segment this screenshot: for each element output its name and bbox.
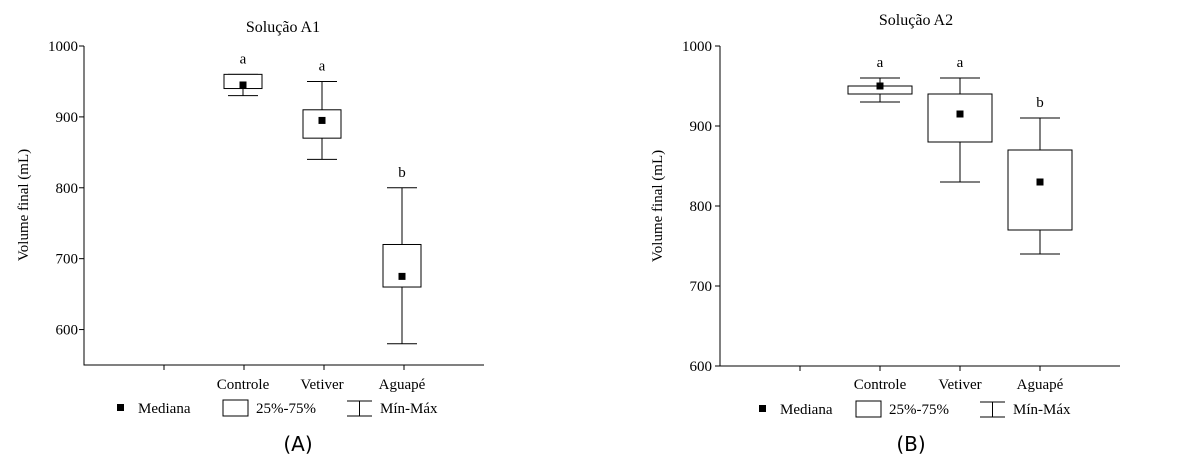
y-tick-label: 700 — [690, 279, 713, 295]
panel-label-a: (A) — [283, 432, 312, 456]
y-tick-label: 800 — [690, 199, 713, 215]
whisker-aguapé — [387, 187, 417, 345]
median-marker-controle — [239, 81, 247, 89]
legend-iqr-swatch-b — [855, 400, 882, 418]
median-marker-vetiver — [318, 116, 326, 124]
legend-iqr-label-a: 25%-75% — [256, 401, 316, 417]
y-axis-label-a: Volume final (mL) — [16, 149, 32, 261]
iqr-box-controle — [223, 73, 263, 90]
median-marker-aguapé — [1036, 178, 1044, 186]
legend-range-swatch-a — [347, 400, 372, 417]
y-tick-label: 1000 — [682, 39, 712, 55]
y-tick-label: 700 — [56, 252, 79, 268]
y-ticks-a: 600 700 800 900 1000 — [48, 39, 405, 370]
y-ticks-b: 600 700 800 900 1000 — [682, 39, 1041, 375]
legend-a: Mediana 25%-75% Mín-Máx — [117, 399, 438, 417]
legend-b: Mediana 25%-75% Mín-Máx — [759, 400, 1071, 418]
y-axis-label-b: Volume final (mL) — [650, 150, 666, 262]
boxes-b: a a b — [847, 55, 1073, 255]
x-category-label: Controle — [854, 377, 907, 393]
legend-range-label-b: Mín-Máx — [1013, 402, 1071, 418]
x-category-label: Vetiver — [300, 377, 343, 393]
median-marker-vetiver — [956, 110, 964, 118]
median-marker-aguapé — [398, 272, 406, 280]
median-marker-controle — [876, 82, 884, 90]
axis-frame-b — [719, 46, 1120, 367]
y-tick-label: 900 — [56, 110, 79, 126]
legend-median-label-b: Mediana — [780, 402, 833, 418]
y-tick-label: 600 — [56, 323, 79, 339]
iqr-box-aguapé — [1007, 149, 1073, 231]
x-category-label: Controle — [217, 377, 270, 393]
legend-iqr-label-b: 25%-75% — [889, 402, 949, 418]
legend-range-label-a: Mín-Máx — [380, 401, 438, 417]
panel-label-b: (B) — [896, 432, 925, 456]
chart-title-b: Solução A2 — [879, 12, 953, 29]
iqr-box-aguapé — [382, 243, 422, 288]
x-category-label: Aguapé — [379, 377, 426, 393]
boxes-a: a a b — [223, 51, 422, 345]
legend-median-label-a: Mediana — [138, 401, 191, 417]
whisker-vetiver — [940, 77, 980, 183]
whisker-aguapé — [1020, 117, 1060, 255]
legend-median-marker-a — [117, 404, 124, 411]
chart-title-a: Solução A1 — [246, 19, 320, 36]
whisker-controle — [860, 77, 900, 103]
legend-iqr-swatch-a — [222, 399, 249, 417]
x-category-label: Aguapé — [1017, 377, 1064, 393]
legend-range-swatch-b — [980, 401, 1005, 418]
significance-letter: a — [877, 55, 884, 71]
iqr-box-vetiver — [927, 93, 993, 143]
chart-panel-b: Solução A2 Volume final (mL) 600 700 800 90… — [650, 12, 1120, 456]
y-tick-label: 600 — [690, 359, 713, 375]
legend-median-marker-b — [759, 405, 766, 412]
y-tick-label: 900 — [690, 119, 713, 135]
x-category-label: Vetiver — [938, 377, 981, 393]
y-tick-label: 800 — [56, 181, 79, 197]
significance-letter: a — [319, 58, 326, 74]
x-categories-a: Controle Vetiver Aguapé — [217, 377, 426, 393]
significance-letter: a — [240, 51, 247, 67]
x-categories-b: Controle Vetiver Aguapé — [854, 377, 1064, 393]
significance-letter: b — [398, 165, 406, 181]
axis-frame-a — [83, 46, 484, 366]
significance-letter: b — [1036, 95, 1044, 111]
whisker-vetiver — [307, 80, 337, 160]
iqr-box-vetiver — [302, 109, 342, 139]
chart-panel-a: Solução A1 Volume final (mL) 600 700 800 90… — [16, 19, 484, 456]
significance-letter: a — [957, 55, 964, 71]
y-tick-label: 1000 — [48, 39, 78, 55]
